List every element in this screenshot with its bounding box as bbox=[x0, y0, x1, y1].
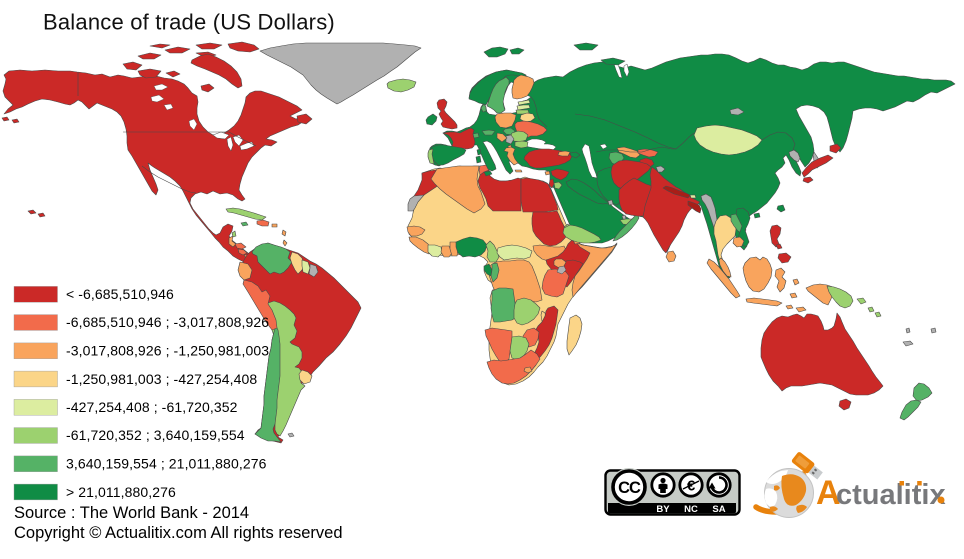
svg-text:3,640,159,554 ; 21,011,880,276: 3,640,159,554 ; 21,011,880,276 bbox=[66, 456, 267, 472]
svg-text:Balance of trade (US Dollars): Balance of trade (US Dollars) bbox=[43, 10, 335, 35]
svg-text:CC: CC bbox=[618, 479, 641, 497]
svg-text:€: € bbox=[687, 478, 696, 495]
svg-text:< -6,685,510,946: < -6,685,510,946 bbox=[66, 286, 174, 302]
svg-text:SA: SA bbox=[712, 504, 725, 515]
svg-text:NC: NC bbox=[684, 504, 698, 515]
svg-text:-1,250,981,003 ; -427,254,408: -1,250,981,003 ; -427,254,408 bbox=[66, 371, 257, 387]
svg-text:A: A bbox=[816, 474, 841, 512]
svg-text:-3,017,808,926 ; -1,250,981,00: -3,017,808,926 ; -1,250,981,003 bbox=[66, 343, 269, 359]
svg-text:BY: BY bbox=[656, 504, 670, 515]
svg-text:> 21,011,880,276: > 21,011,880,276 bbox=[66, 484, 176, 500]
svg-text:-61,720,352 ; 3,640,159,554: -61,720,352 ; 3,640,159,554 bbox=[66, 427, 245, 443]
svg-text:Source : The World Bank - 2014: Source : The World Bank - 2014 bbox=[14, 504, 249, 522]
svg-text:-427,254,408 ; -61,720,352: -427,254,408 ; -61,720,352 bbox=[66, 399, 238, 415]
svg-text:ctualitix: ctualitix bbox=[836, 479, 946, 511]
svg-text:Copyright © Actualitix.com All: Copyright © Actualitix.com All rights re… bbox=[14, 524, 343, 542]
svg-text:-6,685,510,946 ; -3,017,808,92: -6,685,510,946 ; -3,017,808,926 bbox=[66, 314, 269, 330]
